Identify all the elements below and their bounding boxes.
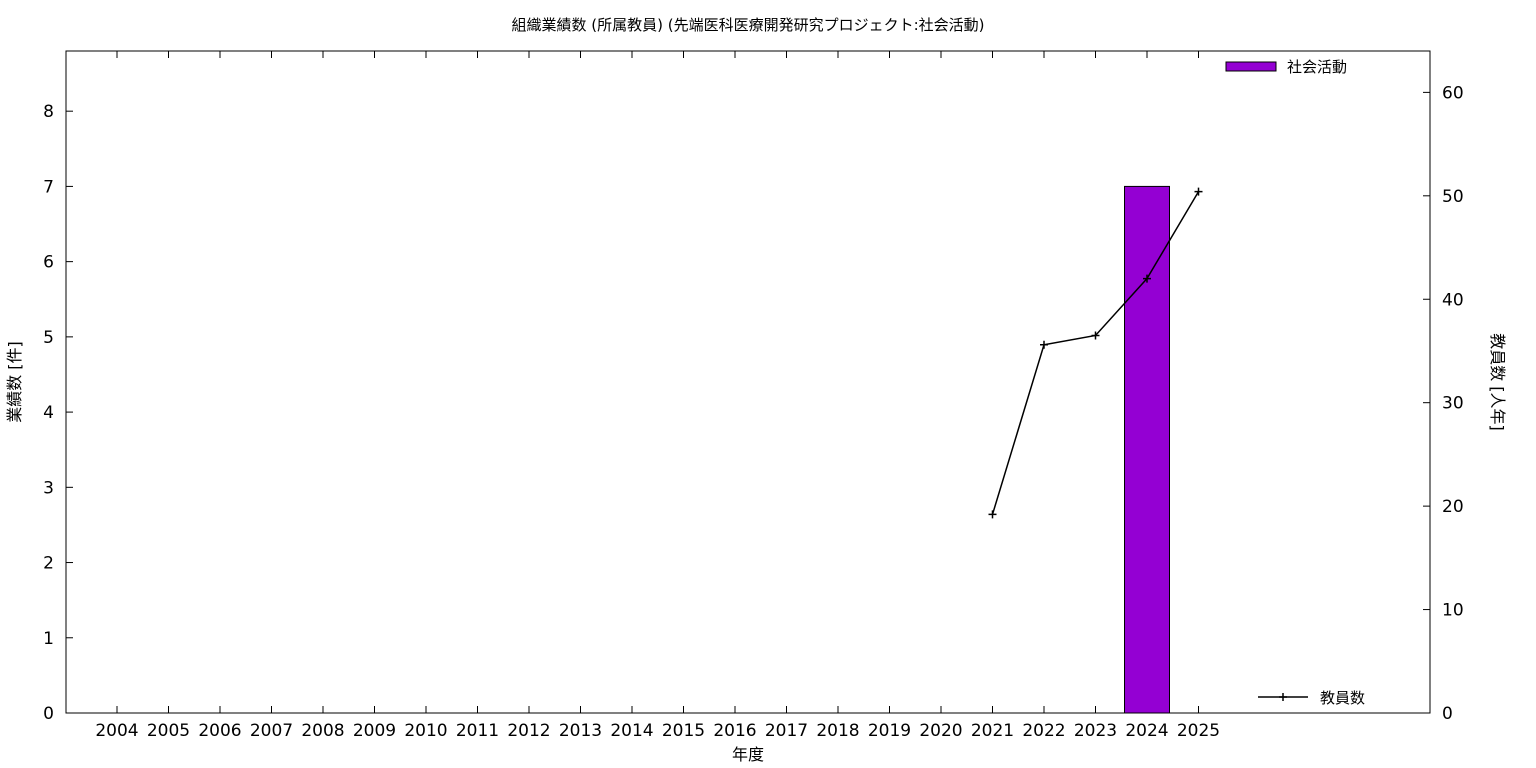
- y2-tick-label: 20: [1442, 497, 1464, 517]
- x-tick-label: 2006: [198, 721, 241, 741]
- x-tick-label: 2008: [301, 721, 344, 741]
- faculty-count-point: [1040, 340, 1048, 349]
- y-tick-label: 6: [43, 253, 54, 273]
- x-tick-label: 2019: [868, 721, 911, 741]
- x-tick-label: 2024: [1125, 721, 1168, 741]
- x-tick-label: 2013: [559, 721, 602, 741]
- chart-title: 組織業績数 (所属教員) (先端医科医療開発研究プロジェクト:社会活動): [511, 16, 984, 34]
- y-axis-label: 業績数 [件]: [5, 341, 24, 423]
- legend-line: 教員数: [1258, 689, 1365, 707]
- y2-axis-label: 教員数 [人年]: [1488, 333, 1507, 431]
- y-tick-label: 3: [43, 478, 54, 498]
- legend-bar-swatch: [1225, 61, 1277, 72]
- y-tick-label: 5: [43, 328, 54, 348]
- y2-tick-label: 0: [1442, 704, 1453, 724]
- faculty-count-point: [1194, 187, 1203, 196]
- x-tick-label: 2023: [1074, 721, 1117, 741]
- y-tick-label: 2: [43, 554, 54, 574]
- x-tick-label: 2004: [95, 721, 138, 741]
- faculty-count-point: [1091, 331, 1100, 340]
- y-tick-label: 1: [43, 629, 54, 649]
- x-tick-label: 2025: [1177, 721, 1220, 741]
- x-tick-label: 2012: [507, 721, 550, 741]
- legend-line-marker: [1279, 693, 1287, 701]
- x-tick-label: 2022: [1022, 721, 1065, 741]
- y2-tick-label: 40: [1442, 290, 1464, 310]
- bar-2024: [1124, 185, 1170, 714]
- x-tick-label: 2009: [353, 721, 396, 741]
- x-tick-label: 2011: [456, 721, 499, 741]
- faculty-count-point: [988, 510, 997, 519]
- x-axis-label: 年度: [732, 745, 764, 764]
- y-tick-label: 8: [43, 102, 54, 122]
- line-layer: [988, 187, 1203, 519]
- x-tick-label: 2021: [971, 721, 1014, 741]
- x-tick-label: 2017: [765, 721, 808, 741]
- legend-line-label: 教員数: [1320, 689, 1365, 707]
- y-tick-label: 7: [43, 177, 54, 197]
- x-tick-label: 2016: [713, 721, 756, 741]
- y2-tick-label: 30: [1442, 394, 1464, 414]
- x-tick-label: 2015: [662, 721, 705, 741]
- x-tick-label: 2005: [147, 721, 190, 741]
- y-tick-label: 0: [43, 704, 54, 724]
- y-tick-label: 4: [43, 403, 54, 423]
- y2-tick-label: 10: [1442, 601, 1464, 621]
- x-tick-label: 2018: [816, 721, 859, 741]
- legend-bar-label: 社会活動: [1287, 58, 1347, 76]
- x-tick-label: 2014: [610, 721, 653, 741]
- faculty-count-point: [1143, 274, 1151, 283]
- y2-tick-label: 50: [1442, 187, 1464, 207]
- x-tick-label: 2020: [919, 721, 962, 741]
- plot-area: [65, 50, 1431, 714]
- ticks-layer: 0 1 2 3 4 5 6 7 8 0 10 20 30 40 50 60 2004 2005 2006 2007 20…: [43, 51, 1464, 741]
- bars-layer: [1124, 185, 1170, 714]
- y2-tick-label: 60: [1442, 83, 1464, 103]
- x-tick-label: 2010: [404, 721, 447, 741]
- x-tick-label: 2007: [250, 721, 293, 741]
- legend-bar: 社会活動: [1225, 58, 1347, 76]
